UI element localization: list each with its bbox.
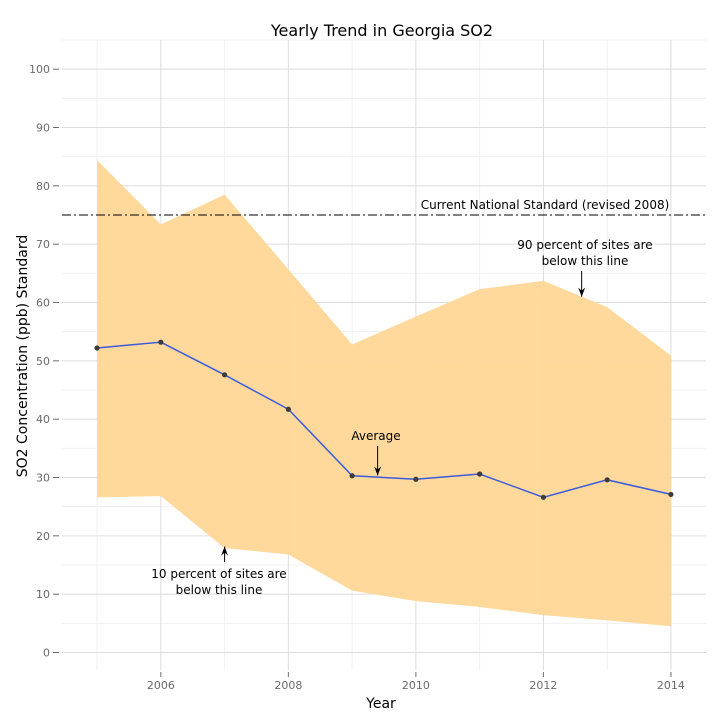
y-tick-label: 20: [36, 530, 50, 543]
y-tick-label: 30: [36, 472, 50, 485]
data-point: [477, 471, 483, 477]
data-point: [221, 372, 228, 378]
x-tick-label: 2008: [274, 679, 302, 692]
data-point: [540, 494, 547, 500]
data-point: [413, 476, 419, 482]
chart-title: Yearly Trend in Georgia SO2: [270, 21, 493, 40]
y-axis-title: SO2 Concentration (ppb) Standard: [15, 235, 31, 477]
x-tick-label: 2014: [657, 679, 685, 692]
y-tick-label: 100: [29, 63, 50, 76]
annotation-90-percent-line: 90 percent of sites are: [517, 238, 652, 252]
y-tick-label: 60: [36, 297, 50, 310]
data-point: [94, 345, 100, 351]
data-point: [158, 339, 164, 345]
data-point: [604, 477, 610, 483]
annotation-90-percent-line: below this line: [542, 254, 629, 268]
y-tick-label: 90: [36, 122, 50, 135]
y-tick-label: 10: [36, 588, 50, 601]
y-tick-label: 0: [43, 647, 50, 660]
annotation-arrow-head: [221, 546, 229, 556]
reference-line-label: Current National Standard (revised 2008): [421, 198, 670, 212]
data-point: [285, 406, 291, 412]
annotations: 90 percent of sites are below this line Av…: [151, 238, 652, 597]
y-tick-label: 50: [36, 355, 50, 368]
annotation-average: Average: [351, 429, 400, 443]
percentile-band-area: [97, 160, 671, 627]
y-tick-label: 40: [36, 413, 50, 426]
x-tick-label: 2010: [402, 679, 430, 692]
annotation-10-percent: 10 percent of sites are below this line: [151, 567, 286, 597]
tick-labels: 0 10 20 30 40 50 60 70 80 90 100 2006 2008 2010 2012 20…: [29, 63, 685, 692]
annotation-10-percent-line: below this line: [176, 583, 263, 597]
percentile-band: [97, 160, 671, 627]
reference-line-group: Current National Standard (revised 2008): [62, 198, 706, 216]
x-tick-label: 2012: [529, 679, 557, 692]
data-point: [668, 491, 674, 498]
y-tick-label: 80: [36, 180, 50, 193]
x-axis-title: Year: [365, 696, 396, 712]
annotation-90-percent: 90 percent of sites are below this line: [517, 238, 652, 268]
annotation-10-percent-line: 10 percent of sites are: [151, 567, 286, 581]
annotation-arrow-head: [578, 287, 586, 297]
data-point: [349, 473, 355, 479]
x-tick-label: 2006: [147, 679, 175, 692]
series-line-average: [97, 341, 672, 499]
series-group: [94, 339, 674, 500]
y-tick-label: 70: [36, 238, 50, 251]
annotation-arrow-head: [374, 466, 382, 476]
annotation-average-line: Average: [351, 429, 400, 443]
